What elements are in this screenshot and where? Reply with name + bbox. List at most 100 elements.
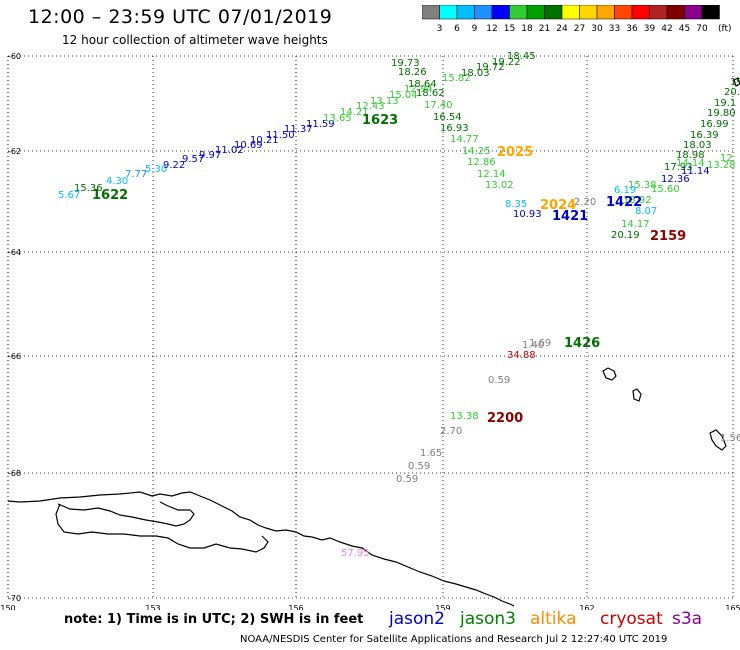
island-3: [709, 429, 727, 451]
wave-height-label: 0.59: [488, 375, 510, 386]
wave-height-label: 1.65: [420, 448, 442, 459]
wave-height-label: 14.77: [450, 134, 479, 145]
wave-height-label: 19.1: [714, 98, 736, 109]
wave-height-label: 11.50: [266, 130, 295, 141]
colorbar-tick-label: 36: [626, 24, 638, 34]
wave-height-label: 16.93: [440, 123, 469, 134]
colorbar-tick-label: 45: [679, 24, 690, 34]
longitude-label: 153: [145, 604, 160, 610]
ice-shelf-outline: [55, 501, 269, 553]
wave-height-label: 16.39: [690, 130, 719, 141]
latitude-label: -62: [8, 147, 21, 156]
colorbar-tick-label: 9: [472, 24, 478, 34]
wave-height-label: 7.77: [125, 169, 147, 180]
wave-height-label: 12.86: [467, 157, 496, 168]
wave-height-label: 16.99: [700, 119, 729, 130]
wave-height-label: 11.59: [306, 119, 335, 130]
wave-height-label: 18.62: [416, 88, 445, 99]
wave-height-label: 18.03: [461, 68, 490, 79]
wave-height-label: 2.20: [574, 197, 596, 208]
wave-height-label: 0.59: [396, 474, 418, 485]
wave-height-label: 1.40: [522, 340, 544, 351]
colorbar-tick-label: 30: [591, 24, 603, 34]
latitude-label: -68: [8, 469, 21, 478]
legend-altika: altika: [530, 609, 577, 629]
wave-height-label: 13.38: [450, 411, 479, 422]
antarctic-coastline: [7, 491, 515, 607]
wave-height-label: 13.92: [623, 195, 652, 206]
wave-height-colorbar: 3 6 9 12 15 18 21 24 27 30 33 36 39 42 45 70 (ft): [422, 5, 732, 34]
colorbar-tick-label: 12: [486, 24, 497, 34]
wave-height-label: 20.19: [611, 230, 640, 241]
wave-height-label: 34.88: [507, 350, 536, 361]
colorbar-swatch: [701, 5, 720, 20]
colorbar-tick-label: 39: [644, 24, 656, 34]
wave-height-label: 18.26: [398, 67, 427, 78]
legend-jason2: jason2: [389, 609, 445, 629]
wave-height-label: 20.: [724, 87, 740, 98]
wave-height-label: 12.36: [661, 174, 690, 185]
wave-height-label: 9.22: [163, 160, 185, 171]
pass-time-label: 1623: [362, 113, 398, 128]
wave-height-label: 5.30: [145, 164, 167, 175]
wave-height-label: 19.72: [476, 62, 505, 73]
latitude-label: -60: [8, 52, 21, 61]
wave-height-label: 12.43: [356, 101, 385, 112]
colorbar-tick-label: 6: [454, 24, 460, 34]
pass-time-label: 2159: [650, 229, 686, 244]
pass-time-label: 1422: [606, 195, 642, 210]
wave-height-label: 13.13: [370, 96, 399, 107]
colorbar-tick-label: 33: [609, 24, 620, 34]
wave-height-label: 15.82: [442, 73, 471, 84]
island-1: [602, 367, 617, 381]
longitude-label: 162: [579, 604, 594, 610]
wave-height-label: 18.98: [676, 150, 705, 161]
colorbar-tick-label: 15: [504, 24, 515, 34]
colorbar-tick-label: 27: [574, 24, 585, 34]
wave-height-label: 18.03: [683, 140, 712, 151]
wave-height-label: 4.30: [106, 176, 128, 187]
island-2: [632, 388, 642, 402]
longitude-label: 156: [288, 604, 303, 610]
longitude-label: 159: [435, 604, 450, 610]
wave-height-label: 13.02: [485, 180, 514, 191]
wave-height-label: 12.94: [404, 84, 433, 95]
wave-height-label: 10.93: [513, 209, 542, 220]
wave-height-label: 14.25: [462, 146, 491, 157]
pass-time-label: 2024: [540, 198, 576, 213]
colorbar-tick-label: 42: [661, 24, 672, 34]
wave-height-label: 9.57: [182, 154, 204, 165]
wave-height-label: 6.19: [614, 185, 636, 196]
legend-cryosat: cryosat: [600, 609, 663, 629]
wave-height-label: 0.59: [408, 461, 430, 472]
wave-height-label: 12.14: [477, 169, 506, 180]
wave-height-label: 14.21: [340, 107, 369, 118]
wave-height-label: 15.36: [74, 183, 103, 194]
legend-s3a: s3a: [672, 609, 703, 629]
wave-height-label: 1.56: [720, 433, 740, 444]
lat-lon-grid: [7, 55, 734, 599]
map-title: 12:00 – 23:59 UTC 07/01/2019: [28, 6, 333, 28]
wave-height-label: 14.14: [676, 158, 705, 169]
wave-height-label: 15.04: [389, 90, 418, 101]
pass-time-label: 2200: [487, 411, 523, 426]
wave-height-label: 16.54: [433, 112, 462, 123]
latitude-label: -70: [8, 594, 21, 603]
wave-height-label: 8.07: [635, 206, 657, 217]
wave-height-label: 17.93: [664, 162, 693, 173]
wave-height-label: 14.17: [621, 219, 650, 230]
wave-height-label: 15.60: [651, 184, 680, 195]
latitude-label: -64: [8, 248, 21, 257]
colorbar-tick-label: 3: [437, 24, 443, 34]
wave-height-label: 19: [730, 77, 740, 88]
wave-height-label: 17.40: [424, 100, 453, 111]
pass-time-label: 2025: [497, 145, 533, 160]
map-subtitle: 12 hour collection of altimeter wave hei…: [62, 33, 328, 47]
credit-line: NOAA/NESDIS Center for Satellite Applica…: [240, 634, 668, 645]
colorbar-tick-label: 18: [521, 24, 533, 34]
wave-height-label: 57.95: [341, 548, 370, 559]
wave-height-label: 19.22: [492, 57, 521, 68]
colorbar-tick-label: 21: [539, 24, 550, 34]
